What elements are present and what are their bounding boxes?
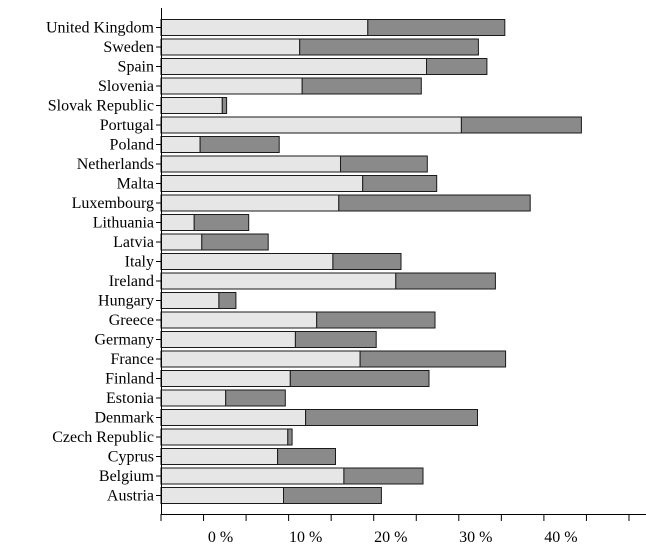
category-label: Germany xyxy=(94,332,154,349)
bar-segment-2 xyxy=(340,155,428,173)
category-label: Czech Republic xyxy=(52,429,154,446)
bar-segment-1 xyxy=(160,116,462,134)
bar-segment-1 xyxy=(160,370,291,387)
bar-segment-1 xyxy=(160,58,427,75)
bar-segment-1 xyxy=(160,487,284,504)
x-tick-label: 30 % xyxy=(459,529,492,546)
bar-segment-2 xyxy=(193,214,250,231)
bar-segment-1 xyxy=(160,233,203,251)
bar-segment-2 xyxy=(426,58,488,75)
bar-segment-1 xyxy=(160,311,318,329)
x-tick-label: 10 % xyxy=(289,529,322,546)
bar-segment-2 xyxy=(332,253,402,270)
bar-segment-1 xyxy=(160,77,303,95)
category-label: Slovenia xyxy=(98,78,154,95)
bar-segment-1 xyxy=(160,428,289,446)
bar-segment-2 xyxy=(301,77,422,95)
category-label: Lithuania xyxy=(93,215,154,232)
category-label: Portugal xyxy=(100,117,155,134)
bar-segment-1 xyxy=(160,448,279,465)
bar-segment-2 xyxy=(460,116,582,134)
bar-segment-2 xyxy=(299,38,479,56)
bar-segment-2 xyxy=(221,97,228,114)
bar-segment-1 xyxy=(160,272,397,290)
bar-segment-1 xyxy=(160,331,296,348)
category-label: Latvia xyxy=(113,234,154,251)
category-label: Hungary xyxy=(98,293,154,310)
bar-segment-1 xyxy=(160,214,195,231)
category-label: Sweden xyxy=(103,39,154,56)
bar-segment-2 xyxy=(218,292,237,309)
bar-segment-2 xyxy=(294,331,377,348)
bar-segment-2 xyxy=(343,467,424,485)
category-label: United Kingdom xyxy=(46,20,155,37)
category-label: Cyprus xyxy=(108,449,154,466)
bar-segment-2 xyxy=(395,272,496,290)
category-label: Poland xyxy=(110,137,154,154)
bar-segment-2 xyxy=(367,19,506,36)
bar-segment-2 xyxy=(316,311,436,329)
bar-segment-2 xyxy=(287,428,293,446)
bar-segment-1 xyxy=(160,350,361,368)
x-tick-label: 40 % xyxy=(544,529,577,546)
bar-segment-1 xyxy=(160,292,220,309)
category-label: Italy xyxy=(125,254,154,271)
bar-segment-1 xyxy=(160,136,201,153)
bar-segment-1 xyxy=(160,253,334,270)
x-tick-label: 0 % xyxy=(208,529,233,546)
bar-segment-2 xyxy=(338,194,531,212)
bar-segment-1 xyxy=(160,175,364,192)
bar-segment-1 xyxy=(160,38,301,56)
bar-segment-2 xyxy=(362,175,438,192)
category-label: Finland xyxy=(105,371,154,388)
category-label: Malta xyxy=(117,176,154,193)
bar-segment-2 xyxy=(283,487,382,504)
bar-segment-1 xyxy=(160,97,223,114)
x-tick-label: 20 % xyxy=(374,529,407,546)
bar-segment-1 xyxy=(160,389,227,407)
category-label: Estonia xyxy=(106,390,154,407)
bar-segment-1 xyxy=(160,467,345,485)
category-label: France xyxy=(110,351,154,368)
bar-segment-2 xyxy=(277,448,337,465)
category-label: Greece xyxy=(109,312,154,329)
bar-segment-1 xyxy=(160,19,369,36)
bar-segment-2 xyxy=(305,409,478,426)
category-label: Slovak Republic xyxy=(48,98,154,115)
bar-segment-2 xyxy=(199,136,280,153)
category-label: Ireland xyxy=(109,273,154,290)
bar-segment-2 xyxy=(201,233,269,251)
category-label: Austria xyxy=(107,488,154,505)
category-label: Netherlands xyxy=(77,156,154,173)
category-label: Luxembourg xyxy=(72,195,154,212)
category-label: Denmark xyxy=(94,410,154,427)
bar-segment-2 xyxy=(289,370,430,387)
category-label: Belgium xyxy=(99,468,155,485)
bar-segment-1 xyxy=(160,194,340,212)
bar-segment-1 xyxy=(160,155,341,173)
bar-segment-2 xyxy=(225,389,286,407)
bar-segment-2 xyxy=(359,350,507,368)
category-label: Spain xyxy=(118,59,154,76)
bar-segment-1 xyxy=(160,409,307,426)
